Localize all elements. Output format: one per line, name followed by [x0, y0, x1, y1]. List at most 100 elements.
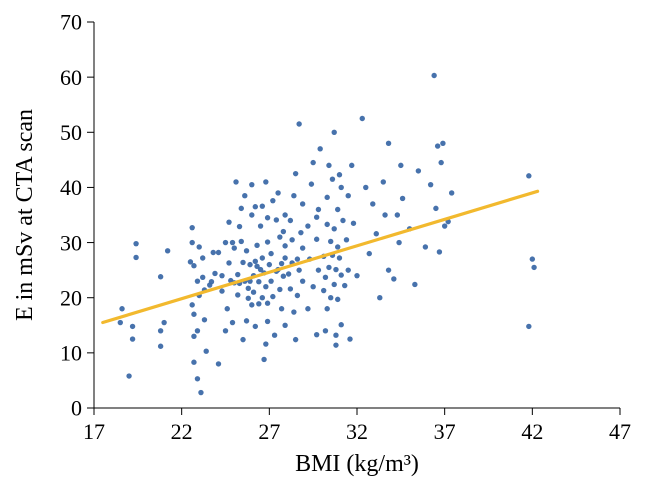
- data-point: [279, 261, 284, 266]
- x-tick-label: 37: [434, 419, 456, 444]
- data-point: [449, 190, 454, 195]
- data-point: [232, 245, 237, 250]
- data-point: [310, 160, 315, 165]
- data-point: [240, 260, 245, 265]
- data-point: [423, 244, 428, 249]
- data-point: [235, 292, 240, 297]
- data-point: [270, 198, 275, 203]
- y-tick-label: 10: [60, 341, 82, 366]
- data-point: [230, 240, 235, 245]
- data-point: [431, 73, 436, 78]
- data-point: [282, 255, 287, 260]
- data-point: [118, 320, 123, 325]
- y-tick-label: 50: [60, 120, 82, 145]
- data-point: [189, 225, 194, 230]
- data-point: [442, 223, 447, 228]
- data-point: [324, 195, 329, 200]
- data-point: [293, 337, 298, 342]
- data-point: [438, 160, 443, 165]
- data-point: [274, 217, 279, 222]
- data-point: [310, 284, 315, 289]
- data-point: [300, 278, 305, 283]
- data-point: [351, 221, 356, 226]
- scatter-chart: 17222732374247010203040506070BMI (kg/m³)…: [0, 0, 665, 503]
- data-point: [295, 256, 300, 261]
- data-point: [382, 212, 387, 217]
- x-tick-label: 42: [521, 419, 543, 444]
- data-point: [293, 171, 298, 176]
- data-point: [395, 212, 400, 217]
- data-point: [204, 349, 209, 354]
- data-point: [209, 279, 214, 284]
- data-point: [267, 262, 272, 267]
- data-point: [216, 250, 221, 255]
- x-tick-label: 27: [258, 419, 280, 444]
- y-tick-label: 70: [60, 10, 82, 35]
- data-point: [531, 265, 536, 270]
- data-point: [200, 255, 205, 260]
- data-point: [346, 193, 351, 198]
- data-point: [342, 283, 347, 288]
- data-point: [296, 121, 301, 126]
- data-point: [288, 218, 293, 223]
- x-tick-label: 22: [171, 419, 193, 444]
- data-point: [396, 240, 401, 245]
- data-point: [216, 361, 221, 366]
- data-point: [249, 212, 254, 217]
- data-point: [281, 274, 286, 279]
- data-point: [289, 237, 294, 242]
- data-point: [133, 255, 138, 260]
- data-point: [195, 376, 200, 381]
- data-point: [244, 248, 249, 253]
- data-point: [391, 276, 396, 281]
- data-point: [314, 237, 319, 242]
- data-point: [370, 201, 375, 206]
- data-point: [330, 176, 335, 181]
- data-point: [298, 230, 303, 235]
- data-point: [333, 267, 338, 272]
- data-point: [435, 143, 440, 148]
- data-point: [275, 190, 280, 195]
- data-point: [440, 141, 445, 146]
- data-point: [347, 336, 352, 341]
- data-point: [254, 243, 259, 248]
- data-point: [191, 312, 196, 317]
- data-point: [191, 263, 196, 268]
- x-axis-title: BMI (kg/m³): [295, 451, 419, 477]
- data-point: [363, 185, 368, 190]
- data-point: [277, 234, 282, 239]
- data-point: [332, 282, 337, 287]
- data-point: [197, 244, 202, 249]
- data-point: [354, 273, 359, 278]
- x-tick-label: 32: [346, 419, 368, 444]
- data-point: [316, 207, 321, 212]
- data-point: [314, 332, 319, 337]
- data-point: [332, 226, 337, 231]
- data-point: [158, 328, 163, 333]
- data-point: [230, 320, 235, 325]
- data-point: [165, 248, 170, 253]
- data-point: [253, 324, 258, 329]
- data-point: [335, 244, 340, 249]
- data-point: [324, 306, 329, 311]
- data-point: [239, 239, 244, 244]
- data-point: [239, 206, 244, 211]
- y-tick-label: 60: [60, 65, 82, 90]
- data-point: [349, 163, 354, 168]
- data-point: [277, 287, 282, 292]
- data-point: [237, 224, 242, 229]
- data-point: [300, 245, 305, 250]
- data-point: [400, 196, 405, 201]
- data-point: [428, 182, 433, 187]
- data-point: [346, 267, 351, 272]
- data-point: [437, 249, 442, 254]
- data-point: [253, 204, 258, 209]
- data-point: [130, 336, 135, 341]
- data-point: [324, 222, 329, 227]
- data-point: [281, 229, 286, 234]
- data-point: [191, 334, 196, 339]
- data-point: [211, 250, 216, 255]
- data-point: [416, 168, 421, 173]
- data-point: [225, 306, 230, 311]
- data-point: [326, 265, 331, 270]
